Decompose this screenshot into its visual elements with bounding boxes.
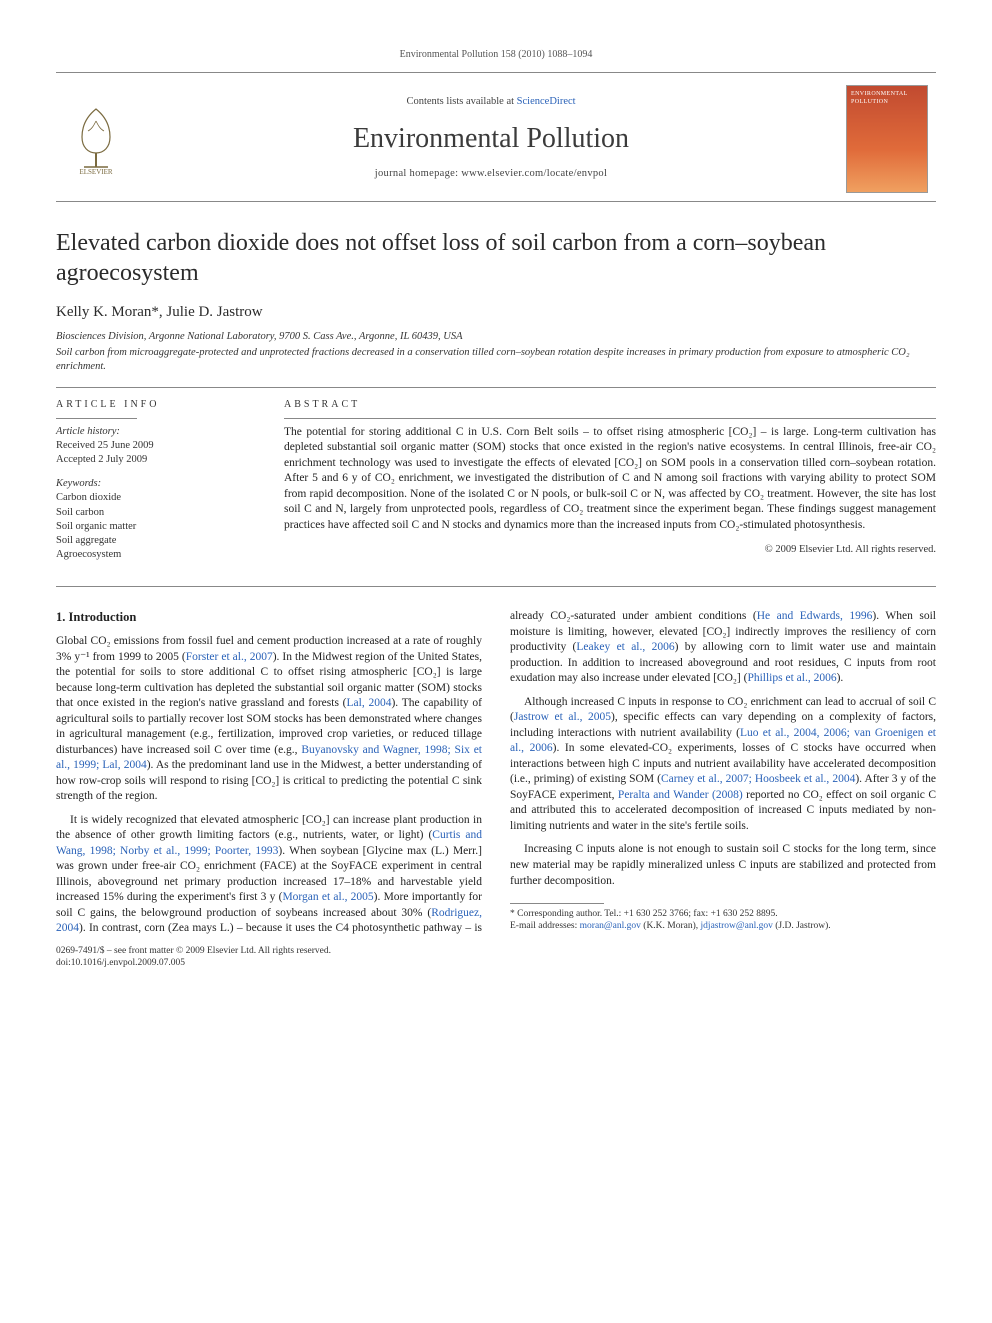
front-matter-line: 0269-7491/$ – see front matter © 2009 El…	[56, 945, 936, 957]
info-abstract-row: ARTICLE INFO Article history: Received 2…	[56, 387, 936, 587]
article-info-col: ARTICLE INFO Article history: Received 2…	[56, 388, 266, 586]
article-title: Elevated carbon dioxide does not offset …	[56, 228, 936, 288]
history-received: Received 25 June 2009	[56, 439, 250, 453]
body-text: Increasing C inputs alone is not enough …	[510, 843, 936, 886]
cover-thumb-block: ENVIRONMENTAL POLLUTION	[846, 85, 936, 193]
body-columns: 1. Introduction Global CO₂ emissions fro…	[56, 609, 936, 937]
top-rule	[56, 72, 936, 73]
body-paragraph: Global CO₂ emissions from fossil fuel an…	[56, 634, 482, 805]
citation-link[interactable]: He and Edwards, 1996	[757, 610, 873, 622]
body-text: It is widely recognized that elevated at…	[56, 814, 482, 842]
keyword-item: Soil carbon	[56, 506, 250, 520]
citation-link[interactable]: Leakey et al., 2006	[576, 641, 674, 653]
email-link[interactable]: jdjastrow@anl.gov	[701, 921, 773, 931]
affiliation: Biosciences Division, Argonne National L…	[56, 330, 936, 344]
doi-line: doi:10.1016/j.envpol.2009.07.005	[56, 957, 936, 969]
keywords-block: Keywords: Carbon dioxide Soil carbon Soi…	[56, 477, 250, 562]
citation-link[interactable]: Phillips et al., 2006	[747, 672, 836, 684]
footnotes: * Corresponding author. Tel.: +1 630 252…	[510, 908, 936, 933]
citation-link[interactable]: Peralta and Wander (2008)	[618, 789, 743, 801]
masthead: ELSEVIER Contents lists available at Sci…	[56, 79, 936, 202]
abstract-rule	[284, 418, 936, 419]
homepage-line: journal homepage: www.elsevier.com/locat…	[136, 167, 846, 181]
history-accepted: Accepted 2 July 2009	[56, 453, 250, 467]
citation-link[interactable]: Morgan et al., 2005	[282, 891, 373, 903]
cover-word1: ENVIRONMENTAL	[851, 90, 923, 98]
email-who: (K.K. Moran),	[641, 921, 701, 931]
keyword-item: Soil organic matter	[56, 520, 250, 534]
article-info-heading: ARTICLE INFO	[56, 398, 250, 412]
abstract-copyright: © 2009 Elsevier Ltd. All rights reserved…	[284, 543, 936, 557]
homepage-prefix: journal homepage:	[375, 168, 461, 179]
sciencedirect-link[interactable]: ScienceDirect	[517, 96, 576, 107]
authors-line: Kelly K. Moran*, Julie D. Jastrow	[56, 302, 936, 322]
section-heading: 1. Introduction	[56, 609, 482, 626]
citation-link[interactable]: Lal, 2004	[347, 697, 392, 709]
homepage-url: www.elsevier.com/locate/envpol	[461, 168, 607, 179]
citation-link[interactable]: Forster et al., 2007	[186, 651, 273, 663]
keywords-label: Keywords:	[56, 477, 250, 491]
body-paragraph: Increasing C inputs alone is not enough …	[510, 842, 936, 889]
abstract-text: The potential for storing additional C i…	[284, 425, 936, 534]
history-block: Article history: Received 25 June 2009 A…	[56, 425, 250, 468]
capsule-summary: Soil carbon from microaggregate-protecte…	[56, 346, 936, 373]
citation-link[interactable]: Carney et al., 2007; Hoosbeek et al., 20…	[661, 773, 855, 785]
cover-word2: POLLUTION	[851, 98, 923, 106]
contents-prefix: Contents lists available at	[406, 96, 516, 107]
elsevier-word: ELSEVIER	[79, 168, 112, 175]
elsevier-tree-icon: ELSEVIER	[64, 103, 128, 175]
info-rule	[56, 418, 137, 419]
keyword-item: Agroecosystem	[56, 548, 250, 562]
abstract-heading: ABSTRACT	[284, 398, 936, 412]
email-link[interactable]: moran@anl.gov	[580, 921, 641, 931]
email-who: (J.D. Jastrow).	[773, 921, 831, 931]
citation-link[interactable]: Jastrow et al., 2005	[514, 711, 611, 723]
body-text: ).	[837, 672, 844, 684]
corresponding-author: * Corresponding author. Tel.: +1 630 252…	[510, 908, 936, 920]
body-paragraph: Although increased C inputs in response …	[510, 695, 936, 835]
abstract-col: ABSTRACT The potential for storing addit…	[266, 388, 936, 586]
section-number: 1.	[56, 610, 65, 624]
keyword-item: Carbon dioxide	[56, 491, 250, 505]
footer-lines: 0269-7491/$ – see front matter © 2009 El…	[56, 945, 936, 970]
section-title: Introduction	[69, 610, 137, 624]
email-line: E-mail addresses: moran@anl.gov (K.K. Mo…	[510, 920, 936, 932]
keyword-item: Soil aggregate	[56, 534, 250, 548]
publisher-logo-block: ELSEVIER	[56, 103, 136, 175]
journal-cover-thumb: ENVIRONMENTAL POLLUTION	[846, 85, 928, 193]
running-head: Environmental Pollution 158 (2010) 1088–…	[56, 48, 936, 62]
footnote-rule	[510, 903, 604, 904]
journal-name: Environmental Pollution	[136, 120, 846, 158]
emails-label: E-mail addresses:	[510, 921, 580, 931]
history-label: Article history:	[56, 425, 250, 439]
contents-line: Contents lists available at ScienceDirec…	[136, 95, 846, 109]
